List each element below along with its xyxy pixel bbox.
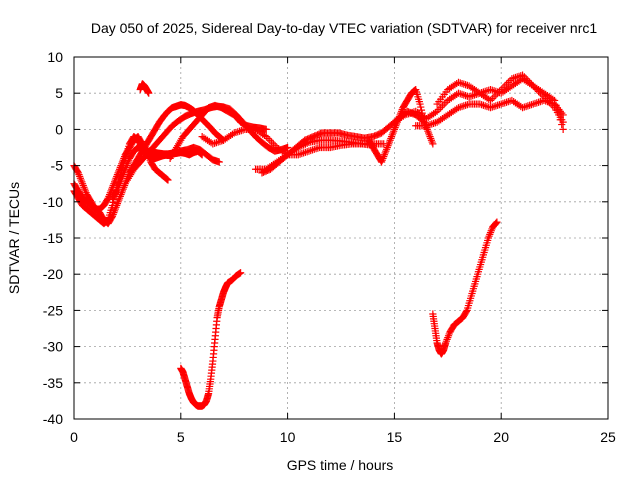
y-tick-label: -20 xyxy=(43,266,63,282)
data-point xyxy=(493,218,501,226)
data-point xyxy=(163,175,171,184)
x-tick-label: 15 xyxy=(387,429,403,445)
data-point xyxy=(462,308,470,316)
data-point xyxy=(552,101,560,109)
series-sat-track-k xyxy=(365,85,437,166)
y-tick-label: 5 xyxy=(55,85,63,101)
data-point xyxy=(284,143,292,152)
data-point xyxy=(551,96,559,105)
y-tick-label: 0 xyxy=(55,121,63,137)
data-point xyxy=(559,125,567,133)
chart-title: Day 050 of 2025, Sidereal Day-to-day VTE… xyxy=(91,20,597,36)
y-tick-label: 10 xyxy=(47,49,63,65)
x-tick-label: 25 xyxy=(600,429,616,445)
data-point xyxy=(556,116,564,124)
data-point xyxy=(237,269,245,277)
y-tick-label: -5 xyxy=(51,158,64,174)
y-tick-label: -40 xyxy=(43,411,63,427)
data-point xyxy=(553,106,562,114)
data-point xyxy=(417,103,425,111)
series-sat-track-j xyxy=(258,107,428,177)
data-point xyxy=(416,100,424,108)
data-point xyxy=(215,158,223,166)
y-tick-label: -15 xyxy=(43,230,63,246)
axis-ticks: 0 5 10 15 20 25 -40 -35 -30 -25 -20 -15 -10 -5 0 5 10 xyxy=(43,49,616,445)
data-point xyxy=(555,111,563,119)
x-axis-label: GPS time / hours xyxy=(287,457,394,473)
data-point xyxy=(145,89,153,97)
series-sat-track-f xyxy=(136,80,153,97)
data-point xyxy=(492,219,500,227)
series-sat-track-n xyxy=(433,71,567,133)
grid-lines xyxy=(74,57,608,419)
data-point xyxy=(262,125,270,133)
y-axis-label: SDTVAR / TECUs xyxy=(6,182,22,294)
data-point xyxy=(108,201,117,210)
x-tick-label: 0 xyxy=(70,429,78,445)
data-point xyxy=(164,176,172,184)
series-sat-track-e xyxy=(108,143,223,202)
y-tick-label: -35 xyxy=(43,375,63,391)
x-tick-label: 5 xyxy=(177,429,185,445)
data-points xyxy=(70,71,567,410)
y-tick-label: -30 xyxy=(43,339,63,355)
x-tick-label: 10 xyxy=(280,429,296,445)
y-tick-label: -25 xyxy=(43,302,63,318)
data-point xyxy=(558,120,566,129)
y-tick-label: -10 xyxy=(43,194,63,210)
series-sat-track-p xyxy=(429,218,501,358)
series-sat-track-o xyxy=(177,269,245,410)
x-tick-label: 20 xyxy=(493,429,509,445)
data-point xyxy=(429,140,437,148)
